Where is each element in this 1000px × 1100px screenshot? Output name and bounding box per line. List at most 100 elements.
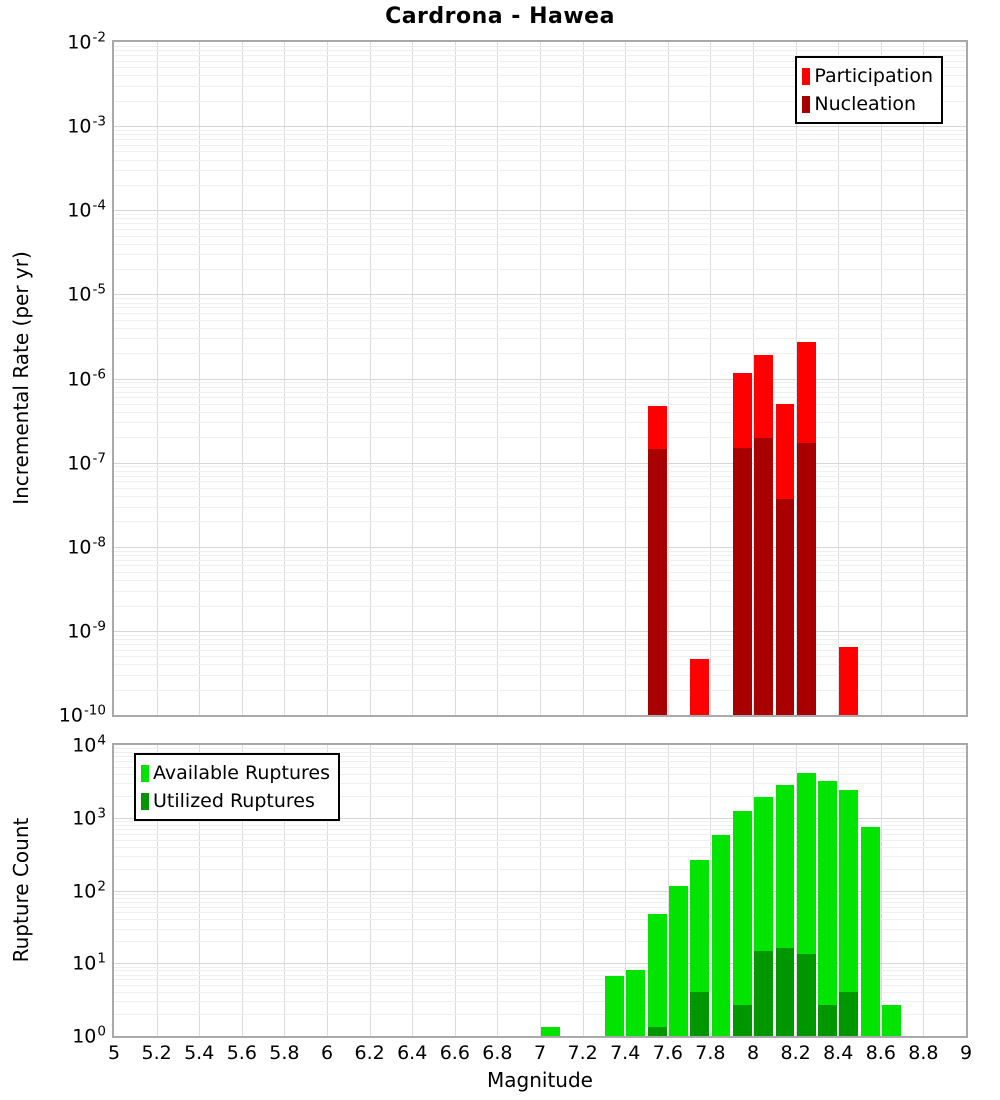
minor-gridline — [114, 129, 966, 131]
minor-gridline — [114, 674, 966, 676]
minor-gridline — [114, 906, 966, 908]
minor-gridline — [114, 605, 966, 607]
minor-gridline — [114, 974, 966, 976]
available-ruptures-bar — [818, 781, 837, 1036]
minor-gridline — [114, 307, 966, 309]
minor-gridline — [114, 766, 966, 768]
rate-legend: Participation Nucleation — [795, 56, 943, 124]
chart-title: Cardrona - Hawea — [385, 4, 615, 29]
minor-gridline — [114, 60, 966, 62]
x-tick-label: 7.6 — [652, 1042, 683, 1064]
minor-gridline — [114, 151, 966, 153]
minor-gridline — [114, 170, 966, 172]
y-tick-label: 101 — [72, 950, 106, 975]
nucleation-swatch-icon — [802, 95, 811, 113]
minor-gridline — [114, 795, 966, 797]
minor-gridline — [114, 979, 966, 981]
minor-gridline — [114, 487, 966, 489]
minor-gridline — [114, 100, 966, 102]
available-ruptures-swatch-icon — [141, 764, 149, 782]
minor-gridline — [114, 554, 966, 556]
major-gridline — [114, 210, 966, 212]
legend-entry-utilized: Utilized Ruptures — [141, 787, 330, 815]
y-tick-label: 10-9 — [67, 618, 106, 643]
x-tick-label: 6.8 — [482, 1042, 513, 1064]
minor-gridline — [114, 144, 966, 146]
y-tick-label: 104 — [72, 732, 106, 757]
participation-bar — [839, 646, 859, 715]
available-ruptures-bar — [541, 1026, 561, 1036]
minor-gridline — [114, 235, 966, 237]
nucleation-bar — [647, 449, 667, 715]
rate-plot-area — [112, 40, 968, 717]
y-tick-label: 10-6 — [67, 366, 106, 390]
utilized-ruptures-bar — [754, 951, 774, 1036]
x-tick-label: 6.6 — [439, 1042, 470, 1064]
utilized-ruptures-bar — [839, 992, 859, 1036]
major-gridline — [114, 126, 966, 128]
minor-gridline — [114, 254, 966, 256]
nucleation-bar — [732, 447, 752, 715]
minor-gridline — [114, 75, 966, 77]
utilized-ruptures-bar — [690, 992, 710, 1036]
participation-swatch-icon — [802, 67, 811, 85]
minor-gridline — [114, 643, 966, 645]
y-tick-label: 10-10 — [58, 702, 106, 727]
available-ruptures-bar — [732, 810, 752, 1036]
minor-gridline — [114, 338, 966, 340]
x-tick-label: 8.6 — [865, 1042, 896, 1064]
minor-gridline — [114, 302, 966, 304]
minor-gridline — [114, 855, 966, 857]
minor-gridline — [114, 228, 966, 230]
minor-gridline — [114, 481, 966, 483]
minor-gridline — [114, 85, 966, 87]
x-tick-label: 9 — [959, 1042, 973, 1064]
minor-gridline — [114, 829, 966, 831]
minor-gridline — [114, 184, 966, 186]
minor-gridline — [114, 649, 966, 651]
minor-gridline — [114, 45, 966, 47]
minor-gridline — [114, 466, 966, 468]
x-tick-label: 5.2 — [141, 1042, 172, 1064]
x-tick-label: 8 — [746, 1042, 760, 1064]
minor-gridline — [114, 67, 966, 69]
minor-gridline — [114, 783, 966, 785]
minor-gridline — [114, 773, 966, 775]
major-gridline — [114, 890, 966, 892]
x-tick-label: 6.2 — [354, 1042, 385, 1064]
count-legend: Available Ruptures Utilized Ruptures — [134, 753, 340, 821]
minor-gridline — [114, 422, 966, 424]
utilized-ruptures-bar — [818, 1005, 837, 1036]
x-tick-label: 5.4 — [184, 1042, 215, 1064]
minor-gridline — [114, 664, 966, 666]
nucleation-bar — [775, 498, 795, 715]
utilized-ruptures-bar — [732, 1005, 752, 1036]
available-ruptures-bar — [860, 826, 880, 1036]
major-gridline — [114, 963, 966, 965]
minor-gridline — [114, 941, 966, 943]
nucleation-bar — [796, 443, 816, 715]
minor-gridline — [114, 397, 966, 399]
minor-gridline — [114, 752, 966, 754]
minor-gridline — [114, 159, 966, 161]
minor-gridline — [114, 912, 966, 914]
minor-gridline — [114, 313, 966, 315]
y-tick-label: 10-7 — [67, 450, 106, 475]
minor-gridline — [114, 550, 966, 552]
utilized-ruptures-bar — [647, 1026, 667, 1036]
utilized-ruptures-bar — [796, 954, 816, 1036]
minor-gridline — [114, 437, 966, 439]
available-ruptures-bar — [669, 886, 688, 1036]
x-tick-label: 5 — [107, 1042, 121, 1064]
minor-gridline — [114, 639, 966, 641]
x-tick-label: 7 — [533, 1042, 547, 1064]
y-tick-label: 103 — [72, 805, 106, 830]
minor-gridline — [114, 470, 966, 472]
y-tick-label: 10-2 — [67, 29, 106, 54]
legend-entry-available: Available Ruptures — [141, 759, 330, 787]
available-ruptures-bar — [605, 976, 624, 1036]
minor-gridline — [114, 656, 966, 658]
minor-gridline — [114, 382, 966, 384]
minor-gridline — [114, 833, 966, 835]
